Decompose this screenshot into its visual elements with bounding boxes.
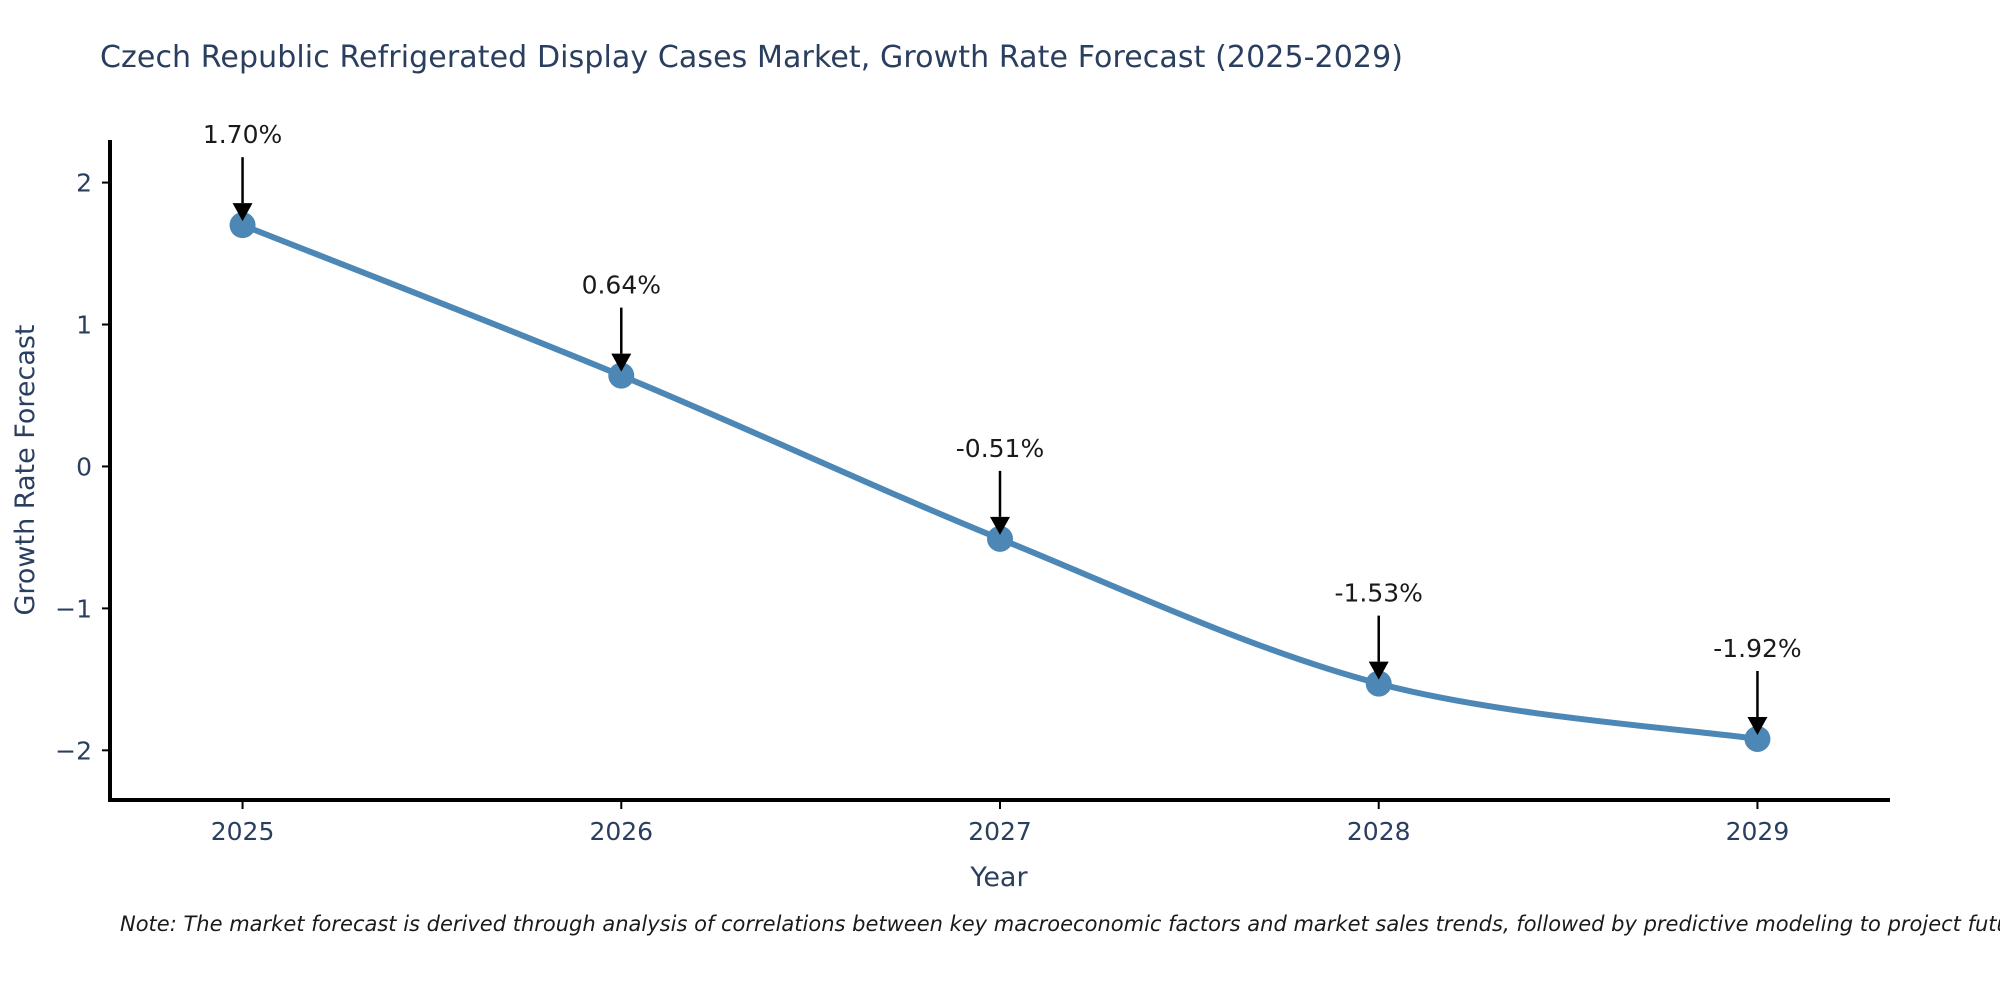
annotation-arrow-head <box>611 353 632 372</box>
y-tick-label: −1 <box>55 594 92 623</box>
chart-title: Czech Republic Refrigerated Display Case… <box>100 40 1404 75</box>
data-point-label: -1.53% <box>1334 579 1422 608</box>
data-point-marker[interactable] <box>987 525 1013 552</box>
y-tick-label: −2 <box>55 736 92 765</box>
y-tick-label: 0 <box>76 452 92 481</box>
annotation-arrow-head <box>1747 716 1768 735</box>
x-axis-ticks: 2025 2026 2027 2028 2029 <box>211 800 1790 846</box>
x-axis-title: Year <box>969 862 1028 893</box>
annotation-arrow-head <box>1368 661 1389 680</box>
data-point-marker[interactable] <box>229 212 256 239</box>
data-point-marker[interactable] <box>608 362 635 389</box>
annotation-arrow-head <box>990 516 1010 535</box>
annotation-arrow-head <box>232 203 253 222</box>
data-point-label: 0.64% <box>582 271 661 300</box>
data-point-label: -1.92% <box>1713 634 1801 663</box>
data-point-label: 1.70% <box>203 120 282 149</box>
point-annotations: 1.70% 0.64% -0.51% -1.53% -1.92% <box>203 120 1802 735</box>
data-point-marker[interactable] <box>1365 670 1392 697</box>
data-point-label: -0.51% <box>956 434 1044 463</box>
y-axis-ticks: 2 1 0 −1 −2 <box>55 169 110 765</box>
data-point-marker[interactable] <box>1744 725 1771 752</box>
x-tick-label: 2026 <box>589 817 653 846</box>
series-markers <box>229 212 1771 752</box>
footnote-note: Note: The market forecast is derived thr… <box>120 912 2000 936</box>
y-tick-label: 2 <box>76 169 92 198</box>
x-tick-label: 2028 <box>1347 817 1411 846</box>
y-tick-label: 1 <box>76 311 92 340</box>
x-tick-label: 2027 <box>968 817 1032 846</box>
x-tick-label: 2029 <box>1726 817 1790 846</box>
x-tick-label: 2025 <box>211 817 275 846</box>
y-axis-title: Growth Rate Forecast <box>10 324 41 615</box>
